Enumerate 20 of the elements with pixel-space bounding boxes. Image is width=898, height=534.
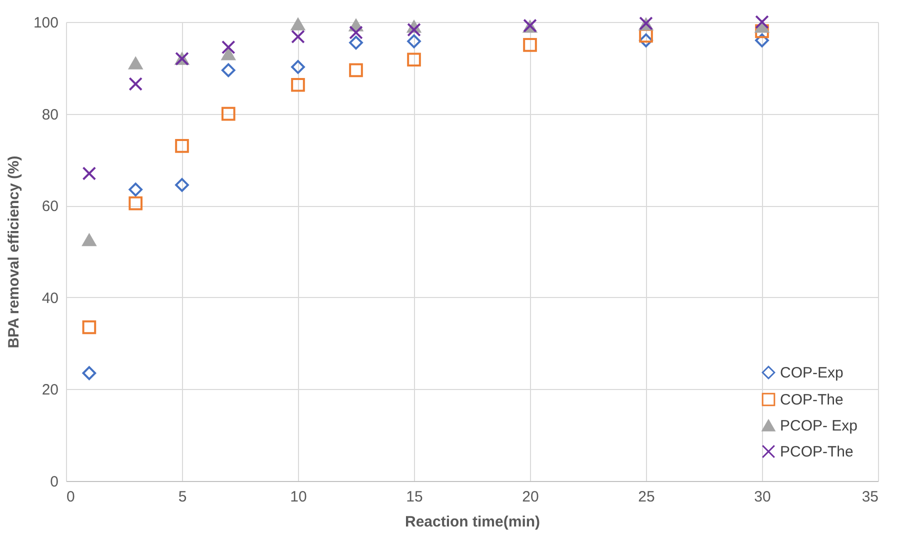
y-tick-label: 0 <box>50 474 58 490</box>
y-tick-label: 40 <box>42 290 58 307</box>
x-tick-label: 20 <box>522 488 539 506</box>
x-tick-label: 10 <box>290 488 307 506</box>
y-tick-label: 60 <box>42 198 58 216</box>
legend-label: PCOP-The <box>780 444 854 460</box>
x-axis-title: Reaction time(min) <box>404 514 540 530</box>
y-tick-label: 100 <box>33 14 58 32</box>
x-tick-label: 0 <box>66 488 75 506</box>
y-tick-label: 80 <box>42 106 58 124</box>
y-axis-title: BPA removal efficiency (%) <box>5 156 22 348</box>
legend-label: COP-The <box>780 392 844 408</box>
x-tick-label: 25 <box>638 488 655 506</box>
x-tick-label: 5 <box>178 488 187 506</box>
legend-label: COP-Exp <box>780 364 844 382</box>
legend-label: PCOP- Exp <box>780 418 858 434</box>
x-tick-label: 30 <box>754 488 771 506</box>
x-tick-label: 35 <box>862 488 878 506</box>
y-tick-label: 20 <box>42 382 58 399</box>
x-tick-label: 15 <box>406 488 423 506</box>
